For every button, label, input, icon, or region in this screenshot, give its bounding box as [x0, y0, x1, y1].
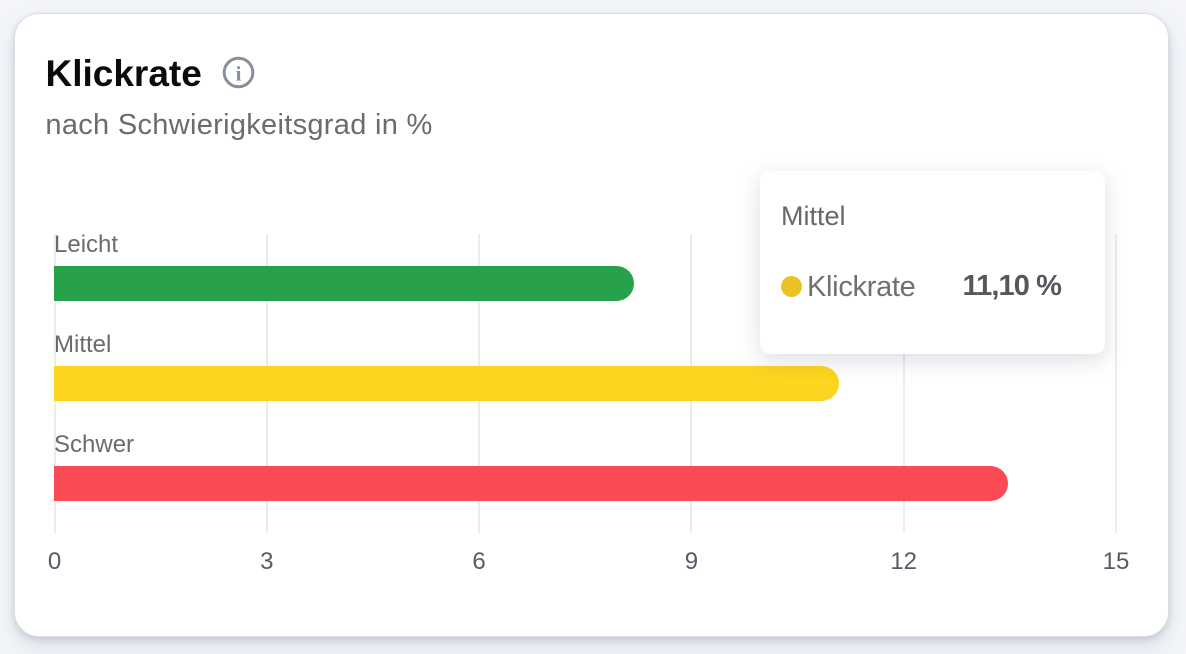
svg-text:i: i: [236, 61, 242, 85]
